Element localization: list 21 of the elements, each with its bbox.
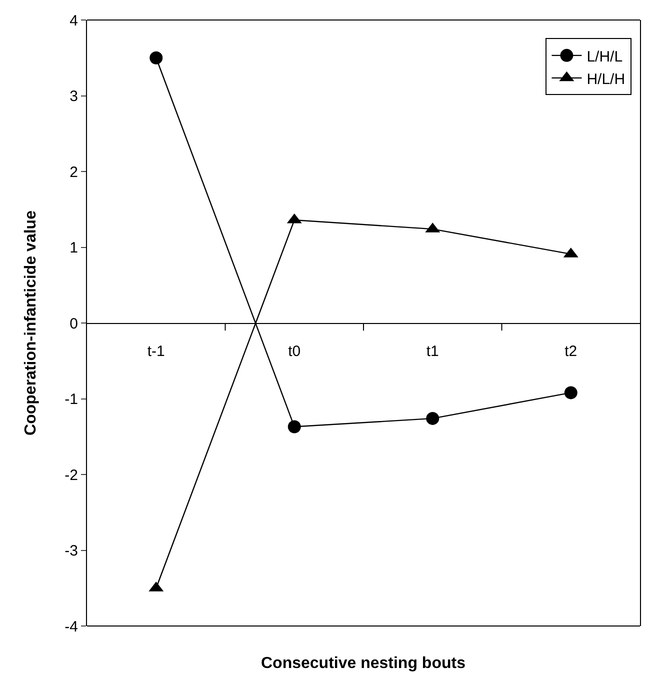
y-tick-label: -4	[64, 618, 78, 636]
y-tick-label: -2	[64, 466, 78, 484]
y-tick-label: 2	[70, 164, 78, 181]
y-tick-label: 0	[70, 315, 78, 332]
y-tick-label: -1	[64, 391, 78, 408]
point	[564, 386, 578, 400]
y-tick-label: -3	[64, 542, 78, 560]
legend-label: H/L/H	[586, 70, 626, 88]
y-tick-label: 3	[70, 88, 78, 105]
point	[150, 51, 163, 64]
y-tick-label: 1	[70, 240, 78, 256]
legend-label: L/H/L	[586, 48, 623, 66]
point	[288, 420, 301, 434]
y-tick-label: 4	[70, 12, 78, 30]
x-axis-title: Consecutive nesting bouts	[261, 655, 466, 672]
x-tick-label: t1	[426, 343, 439, 360]
x-tick-label: t2	[564, 343, 578, 360]
y-axis-title: Cooperation-infanticide value	[22, 210, 40, 436]
x-tick-label: t0	[288, 343, 301, 360]
point	[426, 412, 440, 425]
x-tick-label: t-1	[147, 343, 165, 360]
